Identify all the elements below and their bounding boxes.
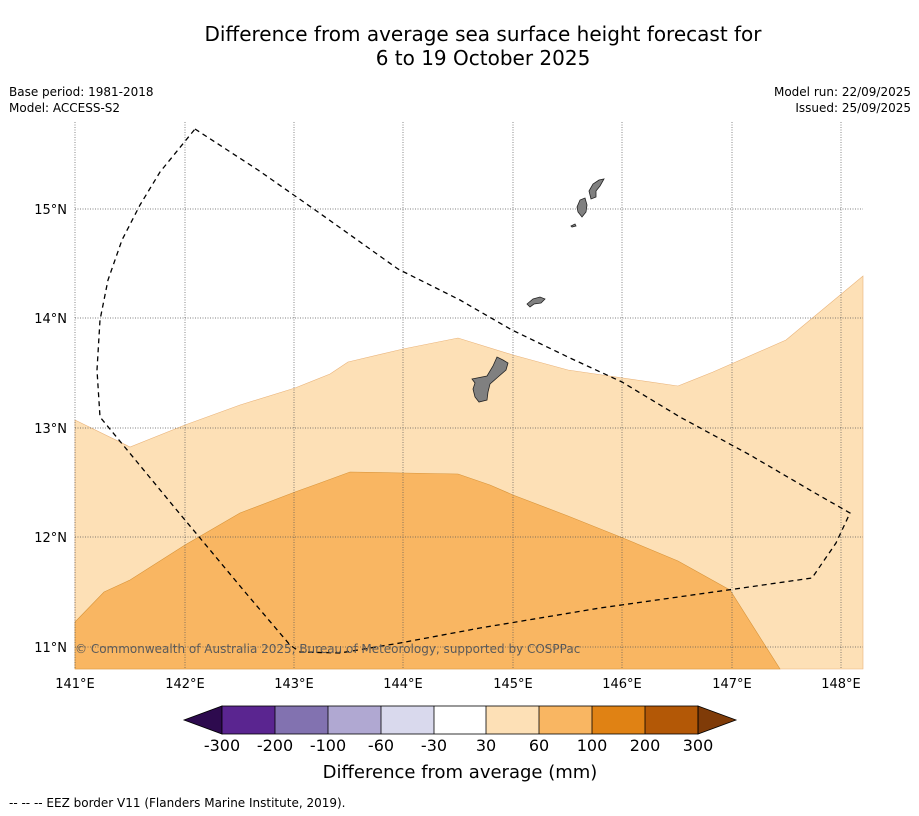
lon-tick-145: 145°E [493, 677, 533, 692]
eez-legend: -- -- -- EEZ border V11 (Flanders Marine… [9, 796, 346, 810]
colorbar-label-300: 300 [683, 736, 714, 755]
lon-tick-146: 146°E [602, 677, 642, 692]
issued-date: Issued: 25/09/2025 [795, 101, 911, 115]
island-guam [471, 356, 509, 403]
lon-tick-147: 147°E [712, 677, 752, 692]
lat-tick-12: 12°N [34, 531, 67, 546]
lat-tick-13: 13°N [34, 422, 67, 437]
colorbar-label-neg100: -100 [310, 736, 346, 755]
colorbar-extend-low [182, 705, 223, 735]
model-run: Model run: 22/09/2025 [773, 85, 911, 99]
colorbar-label-neg60: -60 [368, 736, 394, 755]
colorbar-label-neg30: -30 [421, 736, 447, 755]
title-line-2: 6 to 19 October 2025 [375, 46, 591, 70]
colorbar-label-30: 30 [476, 736, 496, 755]
colorbar-label-200: 200 [630, 736, 661, 755]
model-name: Model: ACCESS-S2 [9, 101, 121, 115]
colorbar-label-neg300: -300 [204, 736, 240, 755]
colorbar-bin-7 [539, 706, 592, 734]
colorbar-label-60: 60 [529, 736, 549, 755]
island-aguijan [570, 223, 577, 228]
meta-left: Base period: 1981-2018 Model: ACCESS-S2 [9, 84, 154, 116]
lat-tick-14: 14°N [34, 312, 67, 327]
colorbar-bin-4 [381, 706, 434, 734]
colorbar-label-neg200: -200 [257, 736, 293, 755]
lat-tick-15: 15°N [34, 203, 67, 218]
colorbar: -300 -200 -100 -60 -30 30 60 100 200 300… [182, 705, 738, 783]
island-rota [526, 296, 546, 308]
base-period: Base period: 1981-2018 [9, 85, 154, 99]
map-area: © Commonwealth of Australia 2025, Bureau… [74, 122, 864, 670]
lon-tick-143: 143°E [274, 677, 314, 692]
lon-tick-144: 144°E [383, 677, 423, 692]
colorbar-bin-8 [592, 706, 645, 734]
island-tinian [576, 197, 588, 218]
colorbar-extend-high [697, 705, 738, 735]
island-saipan [588, 178, 605, 200]
lon-tick-142: 142°E [165, 677, 205, 692]
colorbar-bin-5 [434, 706, 486, 734]
graticule [74, 122, 863, 669]
lon-tick-labels: 141°E 142°E 143°E 144°E 145°E 146°E 147°… [55, 677, 861, 692]
lat-tick-labels: 15°N 14°N 13°N 12°N 11°N [34, 203, 67, 656]
lon-tick-141: 141°E [55, 677, 95, 692]
chart-title: Difference from average sea surface heig… [0, 22, 919, 70]
lat-tick-11: 11°N [34, 641, 67, 656]
colorbar-label-100: 100 [577, 736, 608, 755]
colorbar-bin-6 [486, 706, 539, 734]
lon-tick-148: 148°E [821, 677, 861, 692]
colorbar-title: Difference from average (mm) [323, 762, 598, 783]
islands [471, 178, 605, 403]
colorbar-bin-2 [275, 706, 328, 734]
colorbar-bin-1 [222, 706, 275, 734]
meta-right: Model run: 22/09/2025 Issued: 25/09/2025 [774, 84, 911, 116]
title-line-1: Difference from average sea surface heig… [204, 22, 762, 46]
colorbar-bin-3 [328, 706, 381, 734]
copyright-note: © Commonwealth of Australia 2025, Bureau… [75, 642, 580, 656]
colorbar-bin-9 [645, 706, 698, 734]
